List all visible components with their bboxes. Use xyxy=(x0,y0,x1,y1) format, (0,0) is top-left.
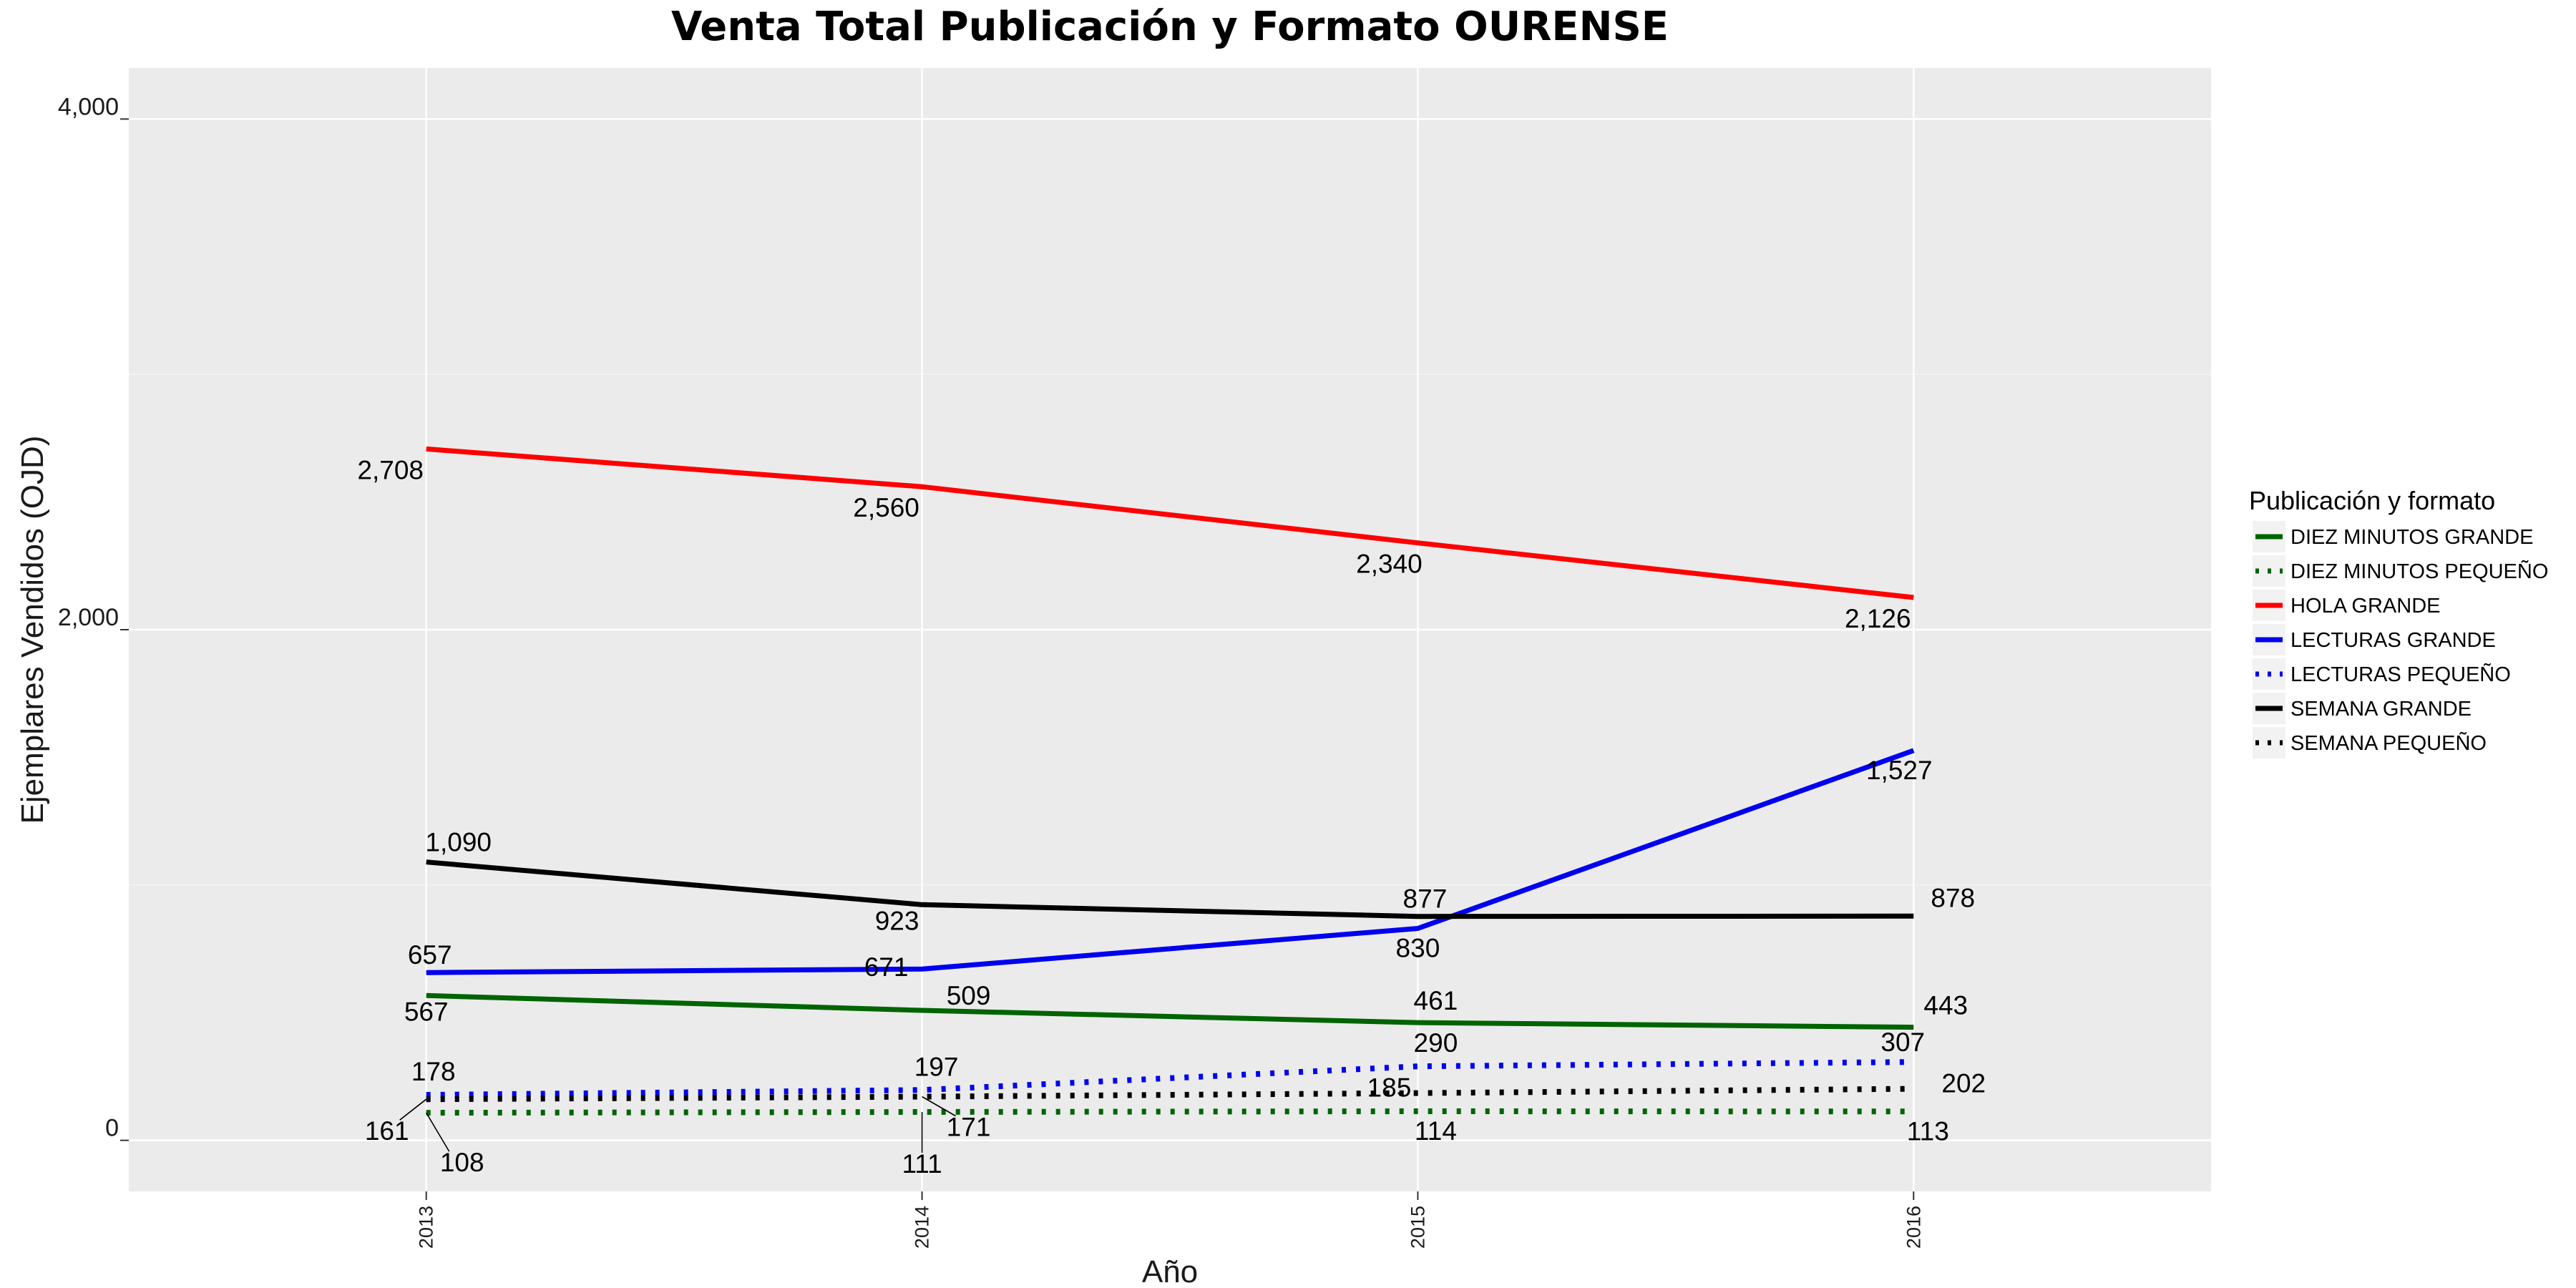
legend: Publicación y formato DIEZ MINUTOS GRAND… xyxy=(2249,486,2548,758)
y-tick-label: 2,000 xyxy=(58,604,119,631)
data-label: 567 xyxy=(404,997,449,1026)
x-axis-title: Año xyxy=(1142,1254,1198,1288)
data-label: 2,708 xyxy=(357,455,424,484)
y-axis-title: Ejemplares Vendidos (OJD) xyxy=(15,436,50,824)
data-label: 178 xyxy=(411,1057,456,1086)
series-line xyxy=(426,859,1914,919)
legend-label: HOLA GRANDE xyxy=(2290,595,2441,618)
data-label: 878 xyxy=(1931,883,1975,912)
data-label: 202 xyxy=(1941,1069,1986,1098)
legend-label: SEMANA GRANDE xyxy=(2290,698,2472,721)
data-label: 185 xyxy=(1367,1073,1412,1103)
legend-label: DIEZ MINUTOS PEQUEÑO xyxy=(2290,559,2548,583)
chart-title: Venta Total Publicación y Formato OURENS… xyxy=(671,4,1669,50)
data-label: 307 xyxy=(1880,1028,1925,1057)
data-label: 114 xyxy=(1415,1116,1457,1146)
series-lines xyxy=(426,446,1915,1116)
series-line xyxy=(426,446,1914,600)
legend-items: DIEZ MINUTOS GRANDE DIEZ MINUTOS PEQUEÑO H… xyxy=(2253,521,2548,758)
y-tick-label: 4,000 xyxy=(58,93,119,120)
data-label: 161 xyxy=(365,1116,409,1146)
data-label: 830 xyxy=(1396,933,1440,962)
data-label: 657 xyxy=(408,940,452,970)
grid-lines xyxy=(129,68,2211,1191)
label-leader-line xyxy=(426,1112,450,1152)
label-leader-line xyxy=(399,1098,427,1121)
y-axis: 0 2,000 4,000 xyxy=(58,93,129,1142)
legend-label: LECTURAS PEQUEÑO xyxy=(2290,662,2511,686)
legend-title: Publicación y formato xyxy=(2249,486,2495,515)
data-label: 877 xyxy=(1403,884,1448,914)
x-tick-label: 2016 xyxy=(1903,1206,1924,1249)
data-label: 443 xyxy=(1923,991,1968,1020)
y-tick-label: 0 xyxy=(105,1115,119,1142)
x-axis: 2013 2014 2015 2016 xyxy=(416,1191,1924,1249)
legend-label: LECTURAS GRANDE xyxy=(2290,629,2496,652)
legend-label: SEMANA PEQUEÑO xyxy=(2290,731,2487,755)
data-label: 923 xyxy=(875,906,919,935)
data-label: 2,560 xyxy=(853,493,919,522)
data-label: 509 xyxy=(947,981,991,1010)
data-label: 2,340 xyxy=(1356,550,1423,579)
data-label: 671 xyxy=(864,952,909,982)
data-label: 461 xyxy=(1414,986,1458,1015)
legend-label: DIEZ MINUTOS GRANDE xyxy=(2290,526,2533,549)
x-tick-label: 2013 xyxy=(416,1206,437,1249)
data-label: 113 xyxy=(1907,1116,1949,1146)
data-label: 111 xyxy=(902,1149,942,1179)
data-label: 197 xyxy=(914,1052,959,1081)
label-leader-line xyxy=(922,1096,956,1117)
series-line xyxy=(426,748,1915,975)
data-label: 1,527 xyxy=(1866,756,1933,785)
series-line xyxy=(426,992,1914,1030)
data-labels: 567 509 461 443 108 111 114 113 2,708 2,560 2,340 2… xyxy=(357,455,1986,1179)
data-label: 108 xyxy=(440,1148,484,1177)
x-tick-label: 2015 xyxy=(1407,1206,1428,1249)
x-tick-label: 2014 xyxy=(912,1206,933,1249)
data-label: 1,090 xyxy=(425,828,492,857)
data-label: 171 xyxy=(947,1113,991,1142)
data-label: 2,126 xyxy=(1845,604,1911,633)
data-label: 290 xyxy=(1414,1028,1458,1058)
